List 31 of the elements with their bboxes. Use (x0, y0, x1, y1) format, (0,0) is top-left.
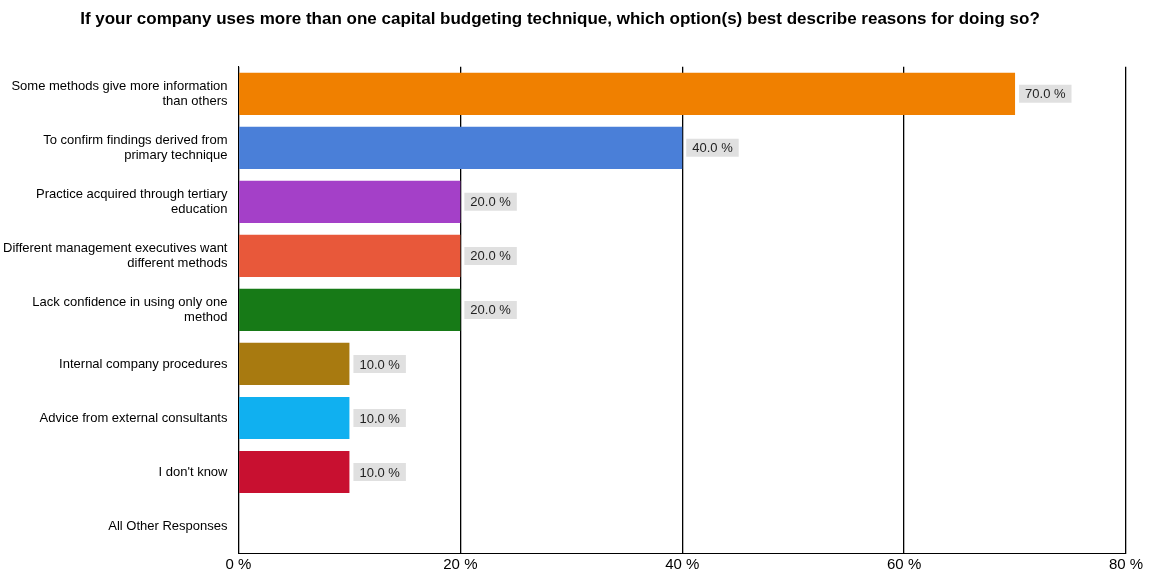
x-tick-label: 20 % (443, 555, 478, 573)
bar (239, 450, 350, 494)
y-tick-label: Practice acquired through tertiary education (36, 185, 228, 217)
bar (239, 180, 461, 223)
bar (239, 288, 461, 331)
bar (239, 234, 461, 277)
x-tick-label: 80 % (1108, 555, 1144, 573)
y-tick-label: Advice from external consultants (39, 409, 228, 425)
x-tick-label: 0 % (225, 555, 252, 573)
data-label: 20.0 % (470, 248, 512, 264)
y-tick-label: Different management executives want different methods (2, 239, 228, 271)
data-label: 10.0 % (359, 464, 401, 480)
x-tick-label: 60 % (887, 555, 922, 573)
data-label: 10.0 % (359, 410, 401, 426)
x-tick-label: 40 % (665, 555, 700, 573)
y-tick-label: Lack confidence in using only one method (32, 293, 228, 325)
data-label: 40.0 % (692, 140, 734, 156)
y-tick-label: I don't know (158, 463, 229, 479)
bar (239, 72, 1016, 115)
bar (239, 126, 683, 169)
chart-title: If your company uses more than one capital budgeting technique, which option(s) best describe reasons for doing so? (79, 8, 1041, 30)
data-label: 70.0 % (1025, 86, 1066, 102)
data-label: 10.0 % (359, 356, 401, 372)
y-tick-label: Internal company procedures (59, 355, 228, 371)
data-label: 20.0 % (470, 194, 512, 210)
bar (239, 342, 350, 385)
y-tick-label: Some methods give more information than others (11, 77, 228, 109)
y-tick-label: All Other Responses (108, 517, 228, 533)
y-tick-label: To confirm findings derived from primary technique (43, 131, 228, 163)
bar (239, 396, 350, 440)
data-label: 20.0 % (470, 302, 512, 318)
